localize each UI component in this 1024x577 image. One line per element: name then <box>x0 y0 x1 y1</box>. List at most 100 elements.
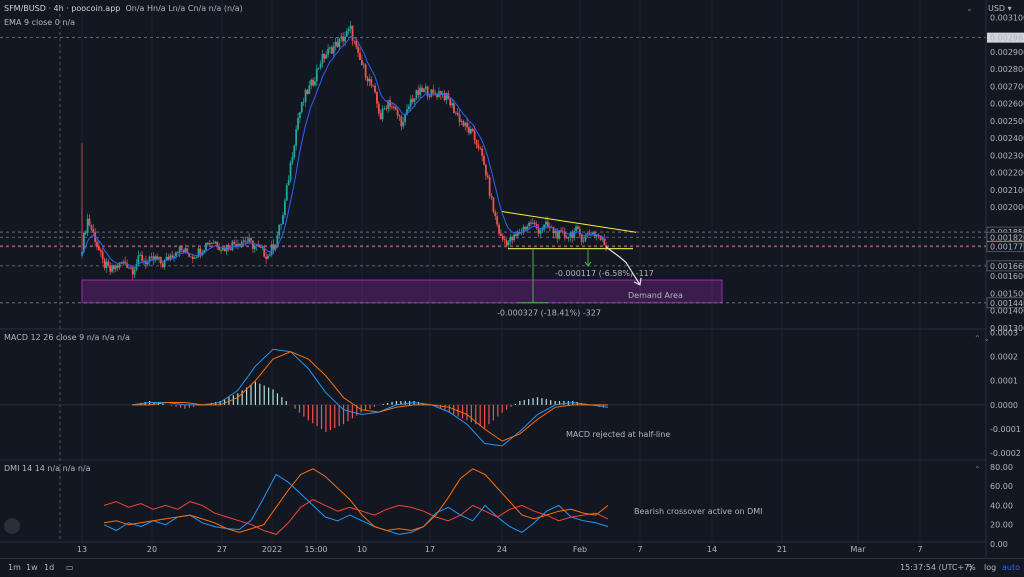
chevron-down-icon[interactable]: ⌄ <box>966 4 973 13</box>
candle-body <box>103 259 106 268</box>
candle-body <box>458 114 461 122</box>
price-tag-box <box>986 260 1024 272</box>
candle-body <box>265 256 267 259</box>
candle-body <box>492 197 495 213</box>
candle-body <box>176 252 179 254</box>
timeframe-1m[interactable]: 1m <box>8 563 21 572</box>
candle-body <box>272 244 275 250</box>
candle-body <box>321 53 324 64</box>
candle-body <box>501 235 504 240</box>
dmi-tick-label: 20.00 <box>990 521 1013 530</box>
percent-toggle[interactable]: % <box>968 563 976 572</box>
time-tick-label: 7 <box>917 545 922 554</box>
candle-body <box>165 256 168 260</box>
candle-body <box>516 232 519 236</box>
candle-body <box>500 233 502 236</box>
candle-body <box>263 247 266 257</box>
time-tick-label: 13 <box>77 545 87 554</box>
macd-annotation: MACD rejected at half-line <box>566 430 670 439</box>
candle-body <box>216 241 219 247</box>
candle-body <box>423 88 425 92</box>
candle-body <box>577 226 579 229</box>
candle-body <box>210 242 213 244</box>
candle-body <box>82 233 85 252</box>
ohlc-values: On/a Hn/a Ln/a Cn/a n/a (n/a) <box>125 4 243 13</box>
candle-body <box>327 48 329 55</box>
candle-body <box>111 265 113 272</box>
candle-body <box>173 256 175 258</box>
calendar-icon[interactable]: ▭ <box>66 563 74 572</box>
log-toggle[interactable]: log <box>984 563 997 572</box>
symbol-header[interactable]: SFM/BUSD · 4h · poocoin.app On/a Hn/a Ln… <box>4 4 243 13</box>
candle-body <box>460 121 463 122</box>
candle-body <box>415 90 418 98</box>
ema-legend[interactable]: EMA 9 close 0 n/a <box>4 18 76 27</box>
auto-toggle[interactable]: auto <box>1002 563 1021 572</box>
time-tick-label: 14 <box>707 545 717 554</box>
chart-background <box>0 0 1024 558</box>
candle-body <box>126 263 128 268</box>
macd-tick-label: -0.0002 <box>990 449 1021 458</box>
time-tick-label: 24 <box>497 545 507 554</box>
ema-line <box>81 35 607 269</box>
candle-body <box>391 106 393 108</box>
candle-body <box>394 106 397 110</box>
time-tick-label: 2022 <box>262 545 282 554</box>
candle-body <box>283 200 286 216</box>
price-tag-label: 0.001826 <box>990 233 1024 242</box>
candle-body <box>129 267 132 269</box>
candle-body <box>524 226 527 230</box>
currency-label[interactable]: USD ▾ <box>988 4 1012 13</box>
dmi-legend[interactable]: DMI 14 14 n/a n/a n/a <box>4 464 91 473</box>
candle-body <box>150 256 153 258</box>
candle-body <box>240 242 243 246</box>
candle-body <box>182 249 185 253</box>
price-tag-label: 0.001446 <box>990 299 1024 308</box>
candle-body <box>483 155 485 165</box>
candle-body <box>92 229 95 233</box>
candle-body <box>355 41 358 47</box>
candle-body <box>96 241 98 247</box>
candle-body <box>175 252 177 257</box>
candle-body <box>342 36 345 42</box>
time-tick-label: Mar <box>850 545 866 554</box>
candle-body <box>597 235 600 237</box>
candle-body <box>242 240 245 243</box>
status-bar: 1m 1w 1d ▭ 15:37:54 (UTC+7) % log auto <box>0 558 1024 577</box>
candle-body <box>565 237 568 239</box>
candle-body <box>421 87 423 92</box>
candle-body <box>227 244 230 250</box>
candle-body <box>345 31 348 37</box>
candle-body <box>546 221 549 228</box>
candle-body <box>148 256 151 262</box>
candle-body <box>361 59 363 66</box>
dmi-tick-label: 0.00 <box>990 540 1008 549</box>
pane-controls-dmi[interactable]: ⌃ <box>974 465 981 474</box>
candle-body <box>319 63 322 68</box>
candle-body <box>599 236 602 240</box>
candle-body <box>223 247 226 252</box>
chart-canvas[interactable]: 0.0029830.0018560.0018260.0017760.001771… <box>0 0 1024 558</box>
candle-body <box>537 228 540 234</box>
candle-body <box>545 221 547 225</box>
candle-body <box>530 222 532 224</box>
candle-body <box>584 235 587 241</box>
candle-body <box>362 64 365 66</box>
candle-body <box>297 117 299 130</box>
logo-icon[interactable] <box>4 518 20 534</box>
timeframe-1d[interactable]: 1d <box>44 563 55 572</box>
candle-body <box>357 46 360 53</box>
timeframe-1w[interactable]: 1w <box>26 563 38 572</box>
candle-body <box>107 261 110 266</box>
time-tick-label: 21 <box>777 545 787 554</box>
dmi-minus-line <box>103 499 609 535</box>
candle-body <box>417 90 420 95</box>
macd-legend[interactable]: MACD 12 26 close 9 n/a n/a n/a <box>4 333 130 342</box>
candle-body <box>84 232 87 234</box>
pane-controls-macd[interactable]: ⌃ ⌄ <box>974 334 990 343</box>
